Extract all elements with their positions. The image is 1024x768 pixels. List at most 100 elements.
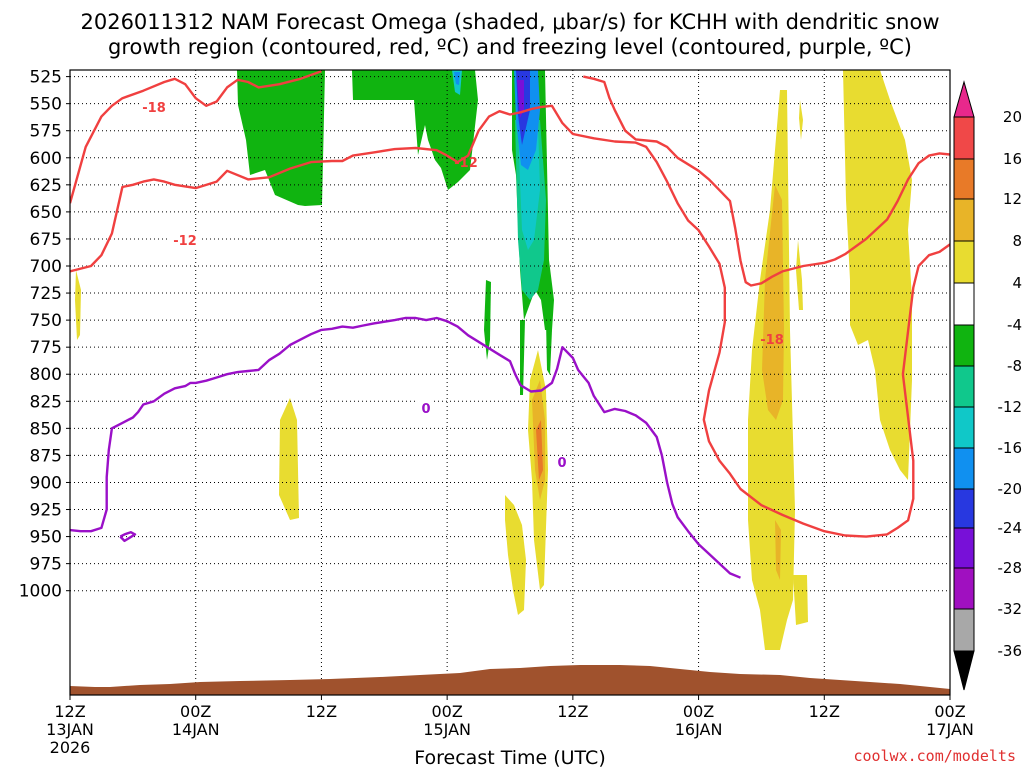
x-tick-label: 00Z xyxy=(180,702,211,721)
y-tick-label: 700 xyxy=(30,257,62,277)
colorbar-swatch xyxy=(953,158,975,200)
colorbar: 20 16 12 8 4 -4 -8 -12 -16 -20 -24 -28 -32 -36 xyxy=(953,80,1023,691)
contour-line-2 xyxy=(70,104,950,538)
colorbar-label: -20 xyxy=(998,480,1023,498)
y-tick-label: 800 xyxy=(30,365,62,385)
y-tick-label: 900 xyxy=(30,473,62,493)
x-tick-label: 17JAN xyxy=(926,720,974,739)
omega-shade-blue-small xyxy=(454,72,460,85)
y-tick-label: 725 xyxy=(30,284,62,304)
contour-labels: -18 -12 -12 -18 0 0 xyxy=(139,99,784,471)
y-tick-label: 975 xyxy=(30,555,62,575)
omega-shade-orange-c xyxy=(775,520,781,580)
y-tick-label: 650 xyxy=(30,203,62,223)
omega-shade-yellow-g xyxy=(793,575,808,625)
omega-shade-yellow-b xyxy=(505,495,526,615)
y-tick-label: 550 xyxy=(30,95,62,115)
y-tick-label: 675 xyxy=(30,230,62,250)
grid xyxy=(70,70,950,695)
credit-text: coolwx.com/modelts xyxy=(853,747,1016,765)
colorbar-swatch xyxy=(953,406,975,449)
contour-line-4 xyxy=(70,316,741,579)
omega-shade-yellow-i xyxy=(799,100,803,140)
colorbar-label: 8 xyxy=(1012,232,1022,250)
chart-title-line2: growth region (contoured, red, ºC) and f… xyxy=(108,35,912,59)
y-axis: 525 550 575 600 625 650 675 700 725 750 775 800 825 8… xyxy=(19,68,70,602)
omega-shade-green-f xyxy=(546,320,552,375)
y-tick-label: 600 xyxy=(30,149,62,169)
x-tick-label: 15JAN xyxy=(423,720,471,739)
y-tick-label: 525 xyxy=(30,68,62,88)
y-tick-label: 625 xyxy=(30,176,62,196)
omega-shade-green-b xyxy=(352,70,478,190)
omega-shading xyxy=(75,70,912,650)
omega-shade-yellow-e xyxy=(843,70,912,480)
colorbar-label: 4 xyxy=(1012,274,1022,292)
omega-shade-yellow-f xyxy=(796,240,803,310)
contours xyxy=(70,70,950,579)
colorbar-swatch xyxy=(953,567,975,610)
y-tick-label: 850 xyxy=(30,419,62,439)
x-tick-label: 2026 xyxy=(50,738,91,757)
y-tick-label: 575 xyxy=(30,122,62,142)
colorbar-label: -32 xyxy=(998,600,1023,618)
omega-shade-green-e xyxy=(520,320,525,395)
omega-shade-orange-d xyxy=(536,420,543,480)
colorbar-label: -16 xyxy=(998,439,1023,457)
colorbar-swatch xyxy=(953,198,975,242)
y-tick-label: 875 xyxy=(30,446,62,466)
colorbar-swatch xyxy=(953,116,975,160)
colorbar-arrow-top xyxy=(953,80,975,118)
colorbar-label: -24 xyxy=(998,519,1023,537)
omega-shade-violet xyxy=(517,80,524,118)
omega-shade-green-d xyxy=(484,280,491,360)
omega-shade-yellow-h xyxy=(75,270,81,340)
x-tick-label: 14JAN xyxy=(172,720,220,739)
colorbar-swatch xyxy=(953,365,975,408)
colorbar-arrow-bottom xyxy=(953,650,975,691)
y-tick-label: 925 xyxy=(30,501,62,521)
y-tick-label: 950 xyxy=(30,528,62,548)
contour-line-3 xyxy=(583,75,950,287)
terrain-surface xyxy=(70,665,950,695)
chart-title-line1: 2026011312 NAM Forecast Omega (shaded, μ… xyxy=(80,10,939,34)
omega-shade-orange-a xyxy=(762,185,784,420)
x-tick-label: 12Z xyxy=(54,702,85,721)
contour-label-purple-1: 0 xyxy=(421,402,430,417)
y-tick-label: 1000 xyxy=(19,582,62,602)
x-tick-label: 13JAN xyxy=(46,720,94,739)
colorbar-label: -4 xyxy=(1007,316,1022,334)
colorbar-swatch xyxy=(953,240,975,284)
x-tick-label: 16JAN xyxy=(675,720,723,739)
y-tick-label: 750 xyxy=(30,311,62,331)
x-tick-label: 12Z xyxy=(809,702,840,721)
contour-line-5 xyxy=(119,531,137,543)
colorbar-swatch xyxy=(953,608,975,652)
x-tick-label: 00Z xyxy=(431,702,462,721)
colorbar-label: -8 xyxy=(1007,357,1022,375)
y-tick-label: 825 xyxy=(30,392,62,412)
colorbar-label: 16 xyxy=(1003,150,1022,168)
x-tick-label: 12Z xyxy=(306,702,337,721)
x-tick-label: 00Z xyxy=(683,702,714,721)
colorbar-swatch xyxy=(953,447,975,490)
colorbar-swatch xyxy=(953,527,975,569)
colorbar-label: 12 xyxy=(1003,190,1022,208)
x-tick-label: 12Z xyxy=(557,702,588,721)
colorbar-label: -12 xyxy=(998,398,1023,416)
contour-label-red-2: -12 xyxy=(173,234,197,249)
colorbar-label: -36 xyxy=(998,642,1023,660)
x-tick-label: 00Z xyxy=(934,702,965,721)
colorbar-swatch xyxy=(953,488,975,529)
colorbar-swatch xyxy=(953,282,975,326)
colorbar-label: -28 xyxy=(998,559,1023,577)
contour-label-red-1: -18 xyxy=(142,101,166,116)
colorbar-label: 20 xyxy=(1003,108,1022,126)
colorbar-swatch xyxy=(953,324,975,367)
x-axis-title: Forecast Time (UTC) xyxy=(414,747,605,768)
y-tick-label: 775 xyxy=(30,338,62,358)
contour-line-1 xyxy=(70,70,322,204)
contour-label-red-4: -18 xyxy=(760,333,784,348)
contour-label-red-3: -12 xyxy=(454,156,478,171)
